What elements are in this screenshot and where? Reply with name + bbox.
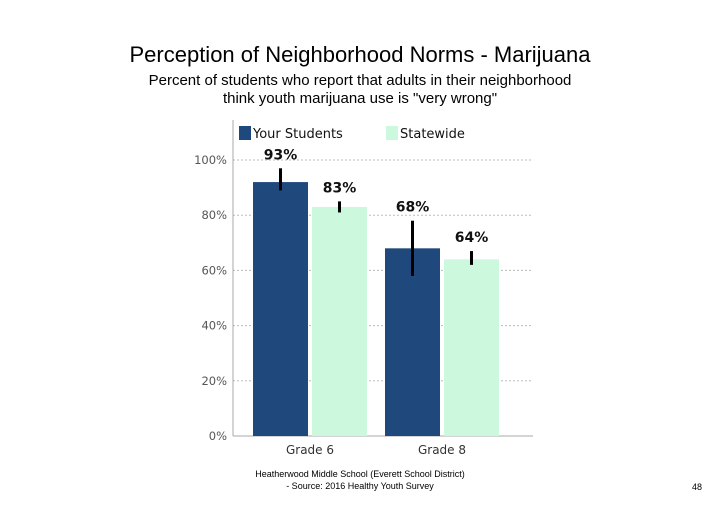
y-tick-label: 100% [194,153,227,167]
y-tick-label: 80% [201,208,227,222]
data-label: 64% [455,230,489,246]
legend-swatch-your-students [239,126,251,140]
y-tick-label: 0% [209,429,227,443]
y-tick-label: 40% [201,319,227,333]
page-number: 48 [691,482,702,492]
bar-your-students [385,248,440,436]
legend-label-your-students: Your Students [252,127,343,142]
footer-line-1: Heatherwood Middle School (Everett Schoo… [255,469,465,479]
footer-line-2: - Source: 2016 Healthy Youth Survey [286,481,434,491]
data-label: 68% [396,200,430,216]
x-category-label: Grade 6 [286,443,334,457]
slide-subtitle: Percent of students who report that adul… [0,72,720,108]
bar-statewide [444,259,499,436]
footer-source: Heatherwood Middle School (Everett Schoo… [220,468,500,492]
y-tick-label: 20% [201,374,227,388]
x-category-label: Grade 8 [418,443,466,457]
subtitle-line-1: Percent of students who report that adul… [148,72,572,89]
data-label: 93% [264,147,298,163]
slide-title: Perception of Neighborhood Norms - Marij… [129,42,591,67]
bar-statewide [312,206,367,436]
legend-label-statewide: Statewide [400,127,465,142]
subtitle-line-2: think youth marijuana use is "very wrong… [222,90,498,107]
bar-your-students [253,182,308,436]
legend-swatch-statewide [386,126,398,140]
y-tick-label: 60% [201,263,227,277]
data-label: 83% [323,180,357,196]
